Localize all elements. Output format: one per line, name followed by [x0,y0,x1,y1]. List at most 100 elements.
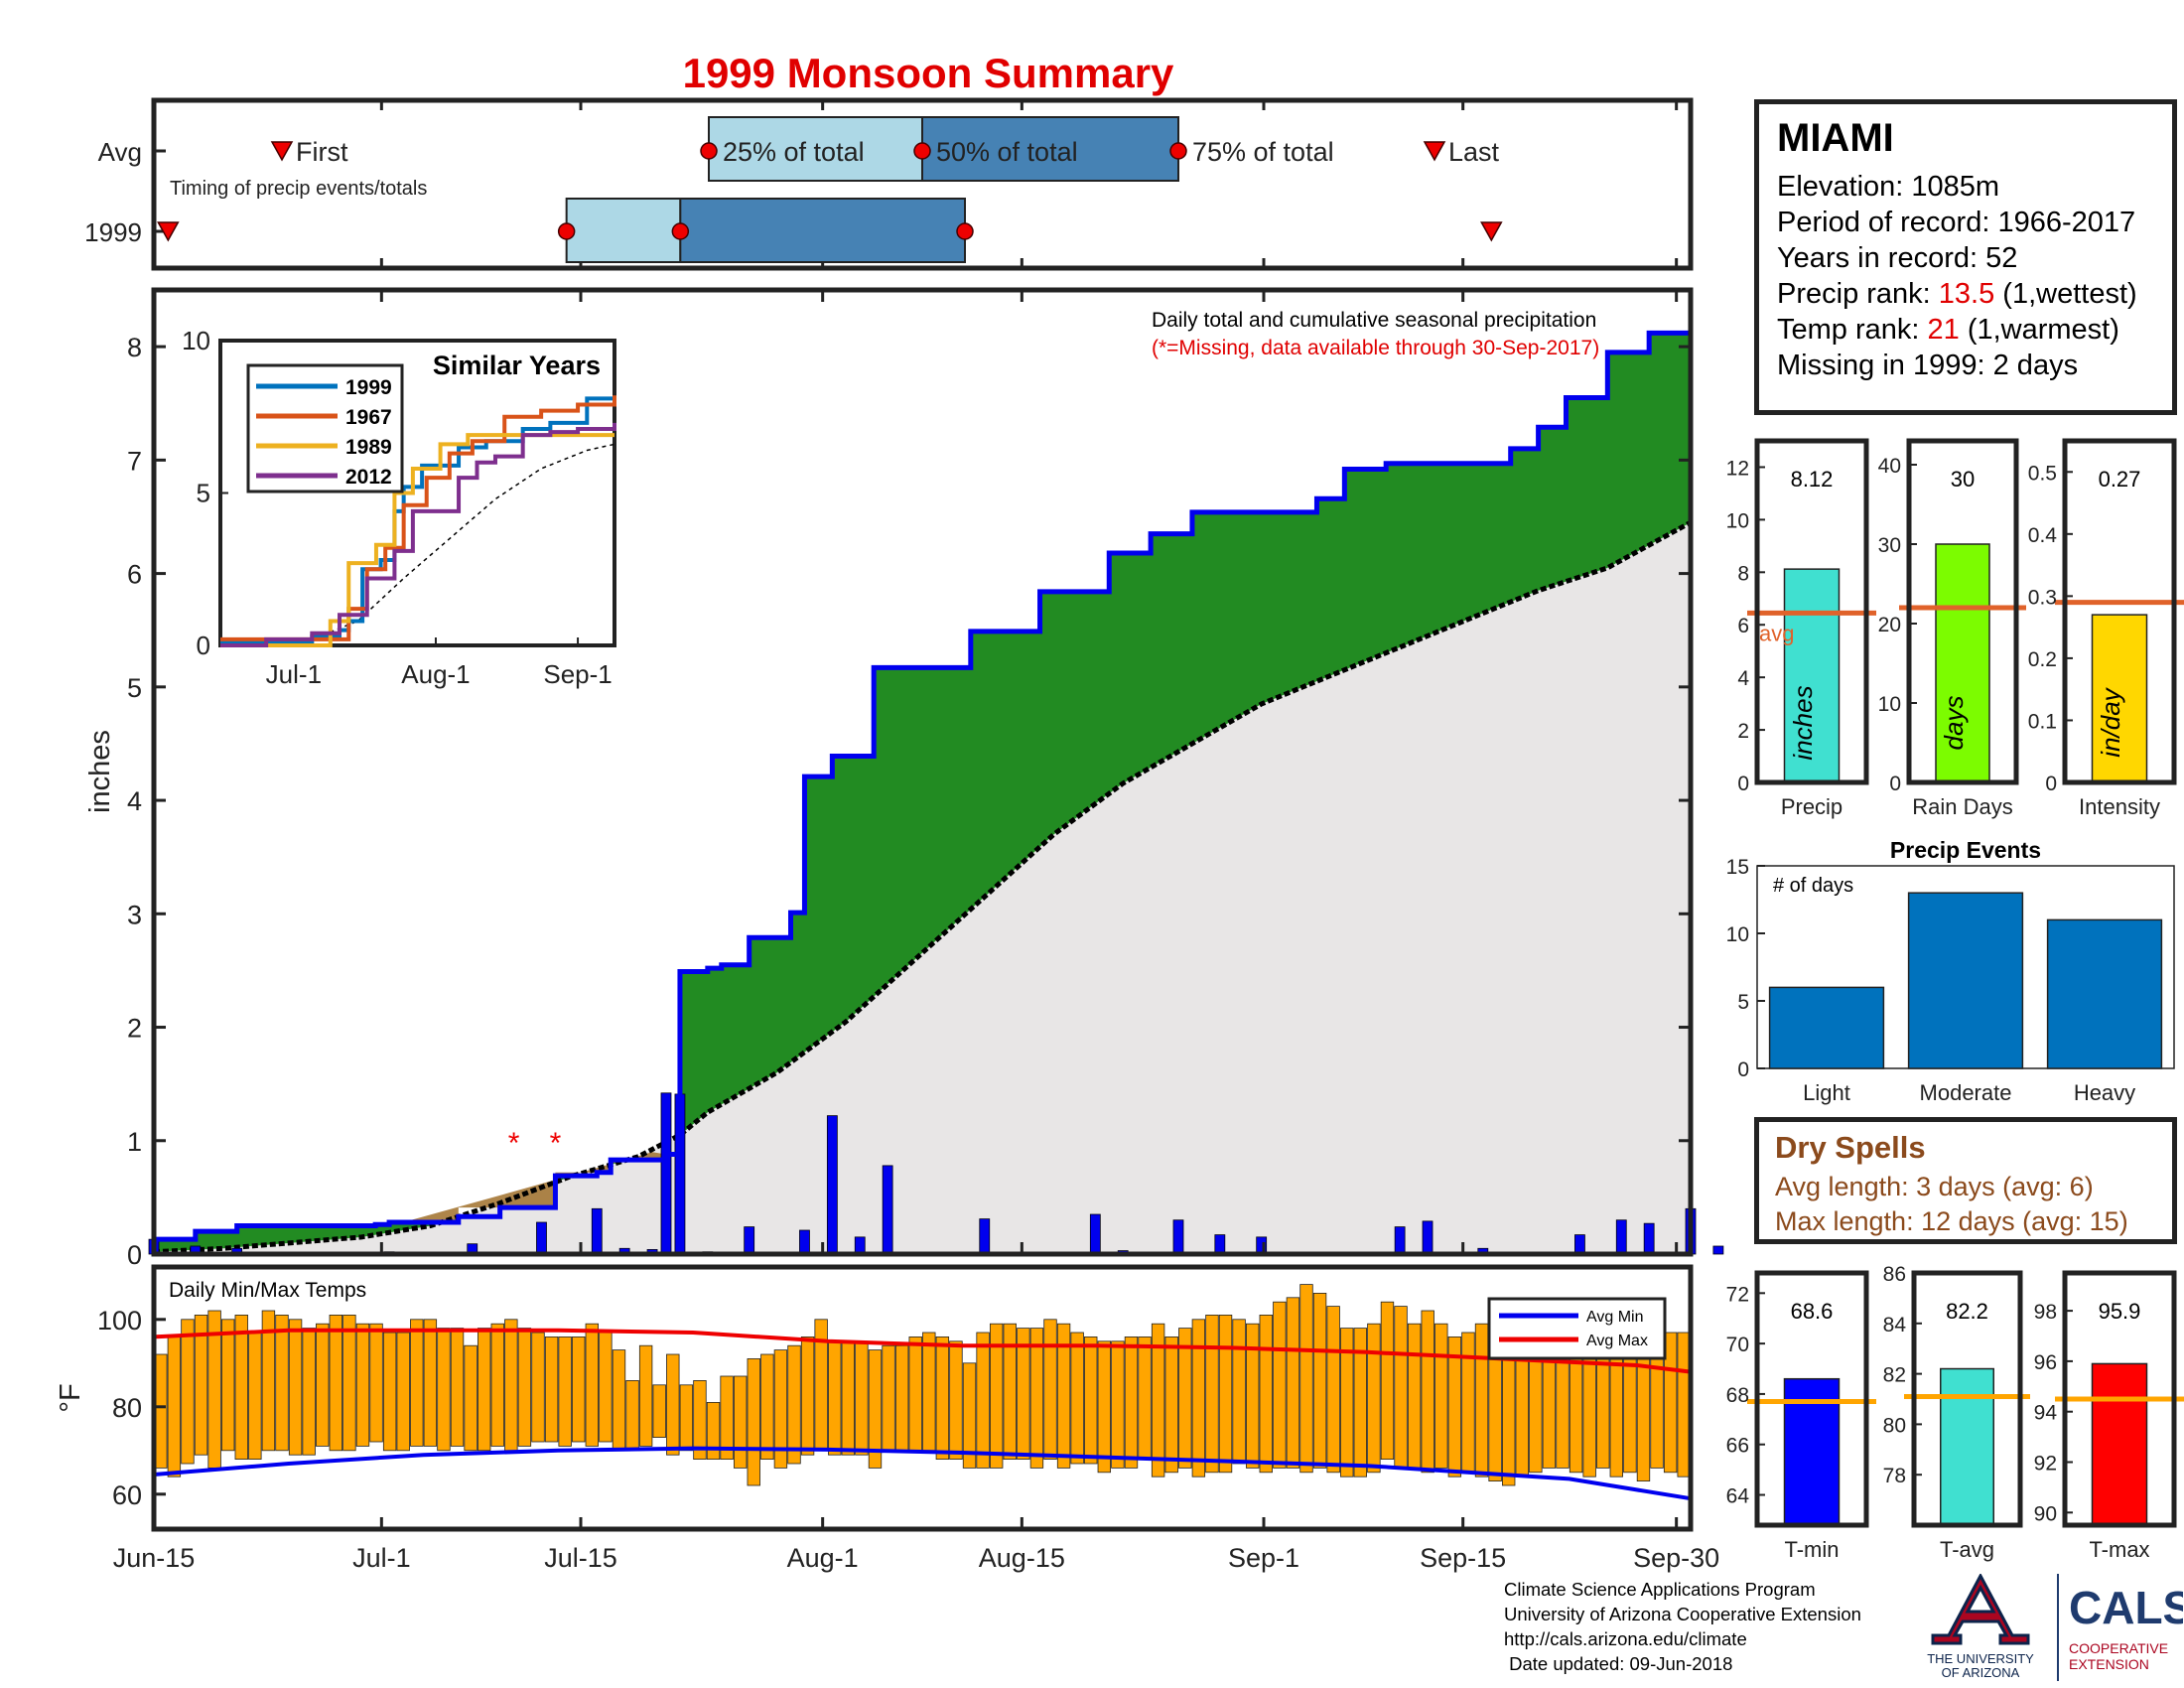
events-bar [1768,986,1885,1069]
events-ytick-label: 5 [1737,991,1749,1014]
intensity-ytick-label: 0.2 [2028,648,2057,671]
station-name: MIAMI [1777,116,1894,160]
similar-series-line [220,396,614,644]
daily-temp-bar [773,1349,788,1469]
t_min-ytick-label: 68 [1726,1384,1749,1407]
daily-temp-bar [342,1315,356,1452]
rain_days-ytick-label: 20 [1878,614,1901,636]
cum-ytick-label: 7 [127,446,142,476]
precip_total-ytick-label: 6 [1737,615,1749,637]
daily-temp-bar [1017,1328,1030,1460]
similar-ytick-label: 10 [182,326,210,355]
t_avg-value-label: 82.2 [1946,1299,1988,1324]
t_avg-ytick-label: 82 [1883,1364,1906,1387]
daily-temp-bar [464,1344,478,1452]
daily-temp-bar [423,1319,438,1447]
daily-temp-bar [1367,1323,1381,1474]
daily-temp-bar [1340,1328,1354,1477]
daily-precip-bar [1214,1234,1226,1255]
t_max-ytick-label: 98 [2034,1301,2057,1324]
ua-logo-line1: THE UNIVERSITY [1927,1651,2034,1666]
t_max-ytick-label: 92 [2034,1453,2057,1476]
dry-spells-max-length: Max length: 12 days (avg: 15) [1775,1206,2128,1236]
events-ytick-label: 10 [1726,923,1749,946]
t_min-ytick-label: 72 [1726,1283,1749,1306]
credits-line: Climate Science Applications Program [1504,1579,1816,1600]
daily-temp-bar [1151,1323,1165,1477]
daily-temp-bar [1326,1306,1340,1474]
credits-line: http://cals.arizona.edu/climate [1504,1628,1747,1649]
page-title: 1999 Monsoon Summary [683,50,1174,96]
similar-avg-line [219,443,615,646]
daily-temp-bar [181,1319,195,1465]
daily-temp-bar [625,1380,639,1452]
cum-ytick-label: 0 [127,1240,142,1270]
date-axis-label: Jun-15 [113,1543,196,1573]
station-line: Precip rank: 13.5 (1,wettest) [1777,276,2154,312]
station-line-label: Years in record: [1777,242,1986,274]
daily-temp-bar [1218,1315,1233,1474]
daily-temp-bar [693,1380,707,1461]
daily-precip-bar [536,1221,547,1255]
events-category-label: Heavy [2074,1080,2135,1105]
similar-ytick-label: 5 [197,479,210,508]
similar-legend-label: 1967 [345,406,392,429]
daily-temp-bar [396,1332,410,1452]
intensity-xlabel: Intensity [2079,794,2160,819]
precip_total-bar [1783,568,1841,783]
daily-temp-bar [1056,1323,1071,1469]
similar-legend-label: 1989 [345,436,392,459]
daily-temp-bar [490,1323,504,1447]
daily-precip-bar [882,1165,893,1255]
daily-temp-bar [585,1323,600,1447]
precip_total-ytick-label: 12 [1726,457,1749,480]
daily-temp-bar [531,1332,545,1443]
daily-temp-bar [1407,1323,1422,1469]
daily-precip-bar [979,1218,991,1255]
rain_days-ytick-label: 30 [1878,534,1901,557]
t_avg-ytick-label: 84 [1883,1314,1907,1336]
timing-panel: Avg 1999 First 25% of total 50% of total 75% … [84,97,1694,271]
daily-temp-bar [733,1375,748,1469]
y1999-25-50-box [565,198,682,263]
daily-temp-bar [450,1328,465,1447]
date-axis-label: Aug-15 [979,1543,1065,1573]
daily-temp-bar [1353,1328,1368,1477]
daily-temp-bar [922,1332,936,1452]
intensity-frame [2062,438,2177,785]
temps-ylabel: °F [55,1383,86,1412]
temps-ytick-label: 60 [112,1480,142,1510]
daily-temp-bar [1474,1323,1489,1477]
daily-temp-bar [275,1315,289,1452]
daily-temp-bar [194,1315,208,1456]
events-title: Precip Events [1890,837,2041,863]
t_avg-ytick-label: 78 [1883,1465,1906,1487]
daily-precip-bar [1574,1234,1585,1255]
daily-temp-bar [800,1336,815,1456]
t_avg-ytick-label: 80 [1883,1414,1906,1437]
daily-temp-bar [894,1344,909,1452]
dry-spells-box: Dry Spells Avg length: 3 days (avg: 6) M… [1754,1117,2177,1244]
events-ytick-label: 15 [1726,856,1749,879]
cum-annotation-missing: (*=Missing, data available through 30-Se… [1152,337,1599,359]
daily-temp-bar [504,1319,518,1452]
cum-ylabel: inches [84,730,116,813]
daily-temp-bar [706,1402,721,1461]
daily-temp-bar [1043,1319,1057,1461]
events-ytick-label: 0 [1737,1058,1749,1081]
station-line: Elevation: 1085m [1777,169,2154,205]
daily-temp-bar [1501,1353,1516,1486]
daily-precip-bar [799,1229,810,1255]
daily-temp-bar [220,1319,235,1452]
daily-temp-bar [652,1384,666,1439]
cum-ytick-label: 4 [127,786,142,816]
daily-temp-bar [369,1323,383,1443]
t_max-xlabel: T-max [2089,1537,2149,1562]
intensity-value-label: 0.27 [2099,467,2141,492]
events-annotation: # of days [1773,875,1853,897]
daily-temp-bar [1447,1336,1462,1477]
timing-row-label: Avg [98,137,142,167]
station-line-value: 2 days [1992,350,2079,381]
t_max-frame [2062,1270,2177,1528]
daily-precip-bar [854,1236,866,1255]
